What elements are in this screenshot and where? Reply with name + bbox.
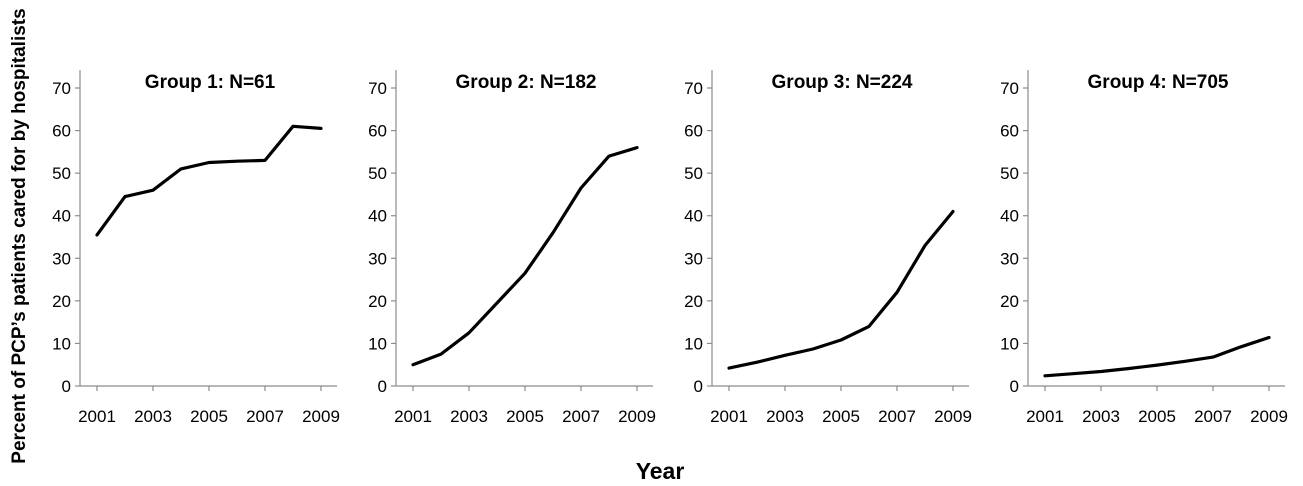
panel-title: Group 2: N=182 xyxy=(455,72,597,93)
y-tick-label: 10 xyxy=(368,334,387,353)
x-tick-label: 2009 xyxy=(302,407,340,426)
y-tick-label: 40 xyxy=(1000,207,1019,226)
x-tick-label: 2005 xyxy=(822,407,860,426)
y-tick-label: 20 xyxy=(684,292,703,311)
chart-panel-group-3: Group 3: N=224 0 10 20 30 40 50 60 70 2001 2003 20… xyxy=(672,0,992,440)
y-tick-label: 60 xyxy=(1000,122,1019,141)
panel-title: Group 4: N=705 xyxy=(1087,72,1229,93)
x-tick-label: 2009 xyxy=(618,407,656,426)
line-chart-group-4: 0 10 20 30 40 50 60 70 2001 2003 2005 2007 2009 xyxy=(1000,70,1288,426)
y-tick-label: 40 xyxy=(368,207,387,226)
y-axis-title-text: Percent of PCP’s patients cared for by h… xyxy=(9,8,30,464)
y-tick-label: 0 xyxy=(378,377,387,396)
y-tick-label: 20 xyxy=(1000,292,1019,311)
y-tick-label: 60 xyxy=(684,122,703,141)
y-tick-label: 10 xyxy=(52,334,71,353)
chart-panel-group-1: Group 1: N=61 0 10 20 30 40 50 60 70 2001 2003 200… xyxy=(40,0,360,440)
y-tick-label: 70 xyxy=(368,79,387,98)
x-tick-label: 2005 xyxy=(506,407,544,426)
y-tick-label: 50 xyxy=(368,164,387,183)
x-tick-label: 2007 xyxy=(246,407,284,426)
panel-title: Group 3: N=224 xyxy=(771,72,913,93)
x-tick-label: 2003 xyxy=(1082,407,1120,426)
x-tick-label: 2003 xyxy=(450,407,488,426)
y-tick-label: 0 xyxy=(62,377,71,396)
y-tick-label: 30 xyxy=(1000,249,1019,268)
x-tick-label: 2005 xyxy=(190,407,228,426)
y-tick-label: 60 xyxy=(368,122,387,141)
y-tick-label: 30 xyxy=(684,249,703,268)
x-tick-label: 2009 xyxy=(934,407,972,426)
x-tick-label: 2001 xyxy=(394,407,432,426)
y-tick-label: 60 xyxy=(52,122,71,141)
line-chart-group-1: 0 10 20 30 40 50 60 70 2001 2003 2005 2007 2009 xyxy=(52,70,340,426)
x-tick-label: 2009 xyxy=(1250,407,1288,426)
x-tick-label: 2003 xyxy=(766,407,804,426)
x-tick-label: 2007 xyxy=(878,407,916,426)
series-line-1 xyxy=(727,209,955,370)
chart-panel-group-2: Group 2: N=182 0 10 20 30 40 50 60 70 2001 2003 20… xyxy=(356,0,676,440)
line-chart-group-2: 0 10 20 30 40 50 60 70 2001 2003 2005 2007 2009 xyxy=(368,70,656,426)
y-tick-label: 0 xyxy=(1010,377,1019,396)
y-tick-label: 70 xyxy=(1000,79,1019,98)
series-line-1 xyxy=(1043,335,1271,378)
x-tick-label: 2001 xyxy=(710,407,748,426)
y-tick-label: 40 xyxy=(52,207,71,226)
y-tick-label: 50 xyxy=(52,164,71,183)
y-tick-label: 50 xyxy=(1000,164,1019,183)
chart-panel-group-4: Group 4: N=705 0 10 20 30 40 50 60 70 2001 2003 20… xyxy=(988,0,1303,440)
x-tick-label: 2007 xyxy=(562,407,600,426)
line-chart-group-3: 0 10 20 30 40 50 60 70 2001 2003 2005 2007 2009 xyxy=(684,70,972,426)
y-tick-label: 70 xyxy=(684,79,703,98)
y-tick-label: 20 xyxy=(52,292,71,311)
y-tick-label: 10 xyxy=(1000,334,1019,353)
y-tick-label: 50 xyxy=(684,164,703,183)
y-tick-label: 20 xyxy=(368,292,387,311)
y-tick-label: 40 xyxy=(684,207,703,226)
y-tick-label: 10 xyxy=(684,334,703,353)
y-tick-label: 30 xyxy=(52,249,71,268)
x-tick-label: 2003 xyxy=(134,407,172,426)
y-tick-label: 0 xyxy=(694,377,703,396)
x-tick-label: 2001 xyxy=(78,407,116,426)
y-tick-label: 30 xyxy=(368,249,387,268)
series-line-1 xyxy=(95,124,323,237)
x-tick-label: 2001 xyxy=(1026,407,1064,426)
x-tick-label: 2005 xyxy=(1138,407,1176,426)
y-tick-label: 70 xyxy=(52,79,71,98)
x-tick-label: 2007 xyxy=(1194,407,1232,426)
series-line-1 xyxy=(411,146,639,367)
x-axis-title: Year xyxy=(635,458,685,484)
panel-title: Group 1: N=61 xyxy=(144,72,276,93)
